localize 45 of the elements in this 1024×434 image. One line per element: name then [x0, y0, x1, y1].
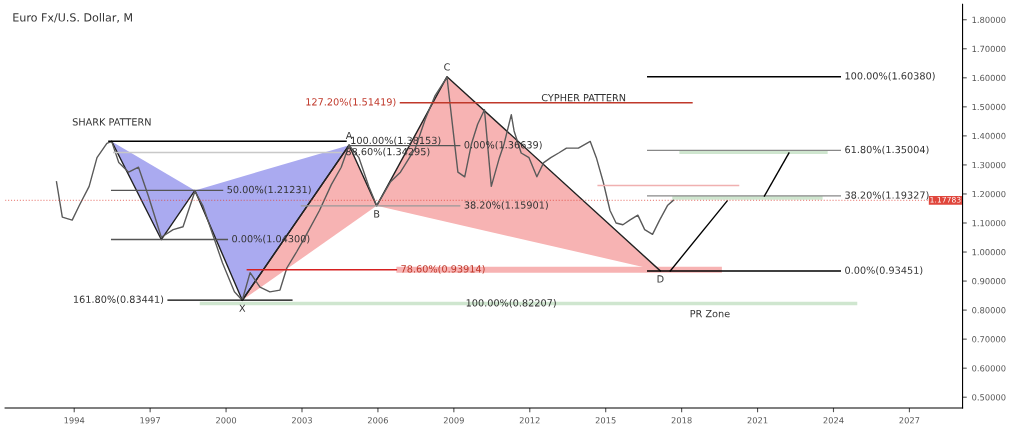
x-tick-label: 2027: [899, 417, 920, 424]
annotation: PR Zone: [690, 310, 730, 318]
y-tick-label: 1.00000: [972, 249, 1006, 256]
y-tick-label: 1.30000: [972, 161, 1006, 169]
y-tick-label: 1.20000: [972, 190, 1006, 198]
annotation: C: [444, 63, 450, 71]
annotation: D: [657, 275, 664, 283]
x-tick-label: 2000: [216, 417, 237, 424]
x-tick-label: 1994: [64, 417, 85, 424]
x-tick-label: 2024: [823, 417, 844, 424]
annotation: 50.00%(1.21231): [227, 185, 311, 195]
x-tick-label: 2006: [367, 417, 388, 424]
x-tick-label: 2018: [671, 417, 692, 424]
x-tick-label: 2012: [519, 417, 540, 424]
y-tick-label: 0.50000: [972, 394, 1006, 401]
annotation: 127.20%(1.51419): [306, 98, 396, 107]
y-tick-label: 1.70000: [972, 45, 1006, 53]
annotation: X: [239, 304, 246, 312]
x-tick-label: 1997: [140, 417, 161, 424]
y-tick-label: 0.70000: [972, 336, 1006, 343]
x-tick-label: 2021: [747, 417, 768, 424]
annotation: 100.00%(1.60380): [845, 72, 935, 81]
y-tick-label: 0.80000: [972, 307, 1006, 314]
annotation: A: [345, 131, 353, 139]
annotation: 61.80%(1.35004): [845, 145, 929, 155]
y-tick-label: 1.50000: [972, 103, 1006, 111]
y-tick-label: 0.60000: [972, 365, 1006, 372]
y-tick-label: 1.10000: [972, 219, 1006, 227]
annotation: CYPHER PATTERN: [541, 93, 626, 102]
y-tick-label: 1.60000: [972, 74, 1006, 82]
annotation: 38.20%(1.15901): [464, 201, 548, 210]
annotation: SHARK PATTERN: [72, 118, 151, 126]
annotation: 0.00%(0.93451): [845, 266, 923, 276]
x-tick-label: 2015: [595, 417, 616, 424]
y-tick-label: 1.80000: [972, 16, 1006, 24]
annotation: B: [374, 210, 380, 218]
y-tick-label: 0.90000: [972, 278, 1006, 285]
annotation: 161.80%(0.83441): [73, 295, 164, 305]
x-tick-label: 2003: [292, 417, 312, 424]
annotation: 38.20%(1.19327): [845, 191, 929, 200]
text: Euro Fx/U.S. Dollar, M: [13, 13, 132, 23]
annotation: 78.60%(0.93914): [401, 265, 485, 274]
x-tick-label: 2009: [443, 417, 464, 424]
y-tick-label: 1.40000: [972, 132, 1006, 140]
annotation: 100.00%(0.82207): [466, 299, 556, 308]
